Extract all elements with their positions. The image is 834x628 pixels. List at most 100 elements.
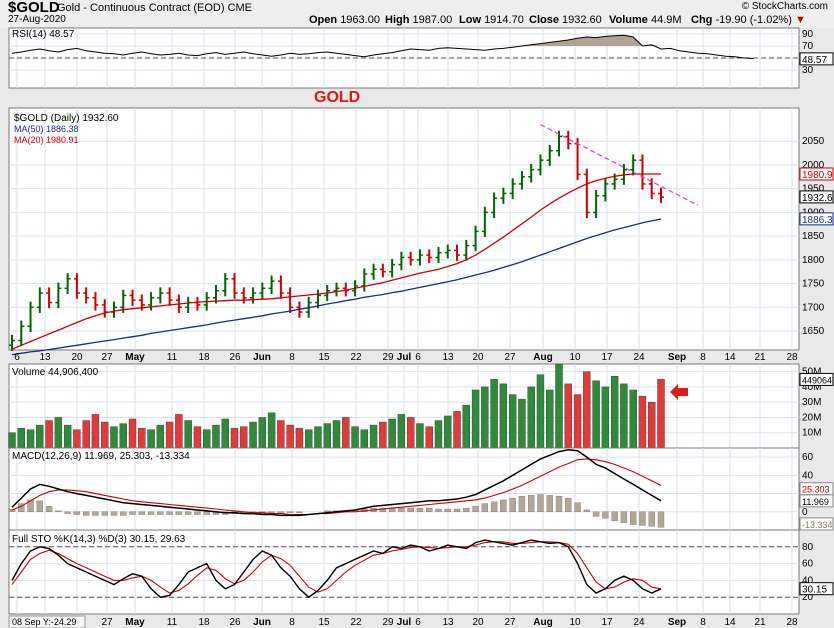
- price-current-box: [799, 212, 834, 226]
- price-axis-tick-label: 1750: [802, 279, 825, 290]
- volume-bar: [555, 363, 563, 449]
- x-tick-label-bottom: 11: [167, 617, 178, 628]
- volume-bar: [110, 426, 118, 449]
- volume-bar: [221, 418, 229, 449]
- volume-bar: [481, 386, 489, 449]
- macd-histogram-bar: [509, 497, 516, 512]
- volume-bar: [518, 398, 526, 449]
- volume-tick-label: 40M: [802, 382, 821, 393]
- volume-bar: [342, 417, 350, 449]
- x-tick-label-bottom: 20: [472, 617, 484, 628]
- macd-histogram-bar: [64, 511, 71, 514]
- macd-axis-tick-label: 40: [802, 470, 814, 481]
- macd-histogram-bar: [110, 511, 118, 516]
- sto-axis-tick-label: 20: [802, 592, 814, 603]
- volume-tick-label: 30M: [802, 397, 821, 408]
- macd-histogram-bar: [203, 511, 210, 515]
- x-tick-label: 26: [229, 352, 241, 363]
- volume-bar: [416, 423, 424, 449]
- price-axis-tick-label: 2000: [802, 160, 825, 171]
- volume-bar: [388, 418, 396, 449]
- x-tick-label: Sep: [668, 352, 686, 363]
- x-tick-label: 24: [633, 352, 645, 363]
- rsi-axis-tick-label: 90: [802, 29, 814, 40]
- ma50-line: [11, 218, 662, 356]
- x-tick-label-bottom: 26: [229, 617, 241, 628]
- macd-histogram-bar: [583, 509, 591, 512]
- x-tick-label: Aug: [533, 352, 552, 363]
- macd-histogram-bar: [175, 511, 183, 515]
- volume-bar: [82, 420, 90, 449]
- macd-axis-tick-label: 0: [802, 507, 808, 518]
- volume-current-box: [799, 372, 834, 386]
- low-stat: Low 1914.70: [459, 14, 524, 26]
- volume-bar: [527, 386, 535, 449]
- macd-title: MACD(12,26,9) 11.969, 25.303, -13.334: [12, 451, 190, 462]
- volume-bar: [26, 429, 35, 449]
- x-tick-label-bottom: 18: [198, 617, 210, 628]
- x-tick-label: 21: [754, 352, 766, 363]
- x-tick-label: 13: [442, 352, 454, 363]
- volume-bar: [101, 421, 109, 449]
- macd-histogram-bar: [324, 510, 331, 512]
- volume-bar: [175, 414, 183, 449]
- x-tick-label: 20: [71, 352, 83, 363]
- macd-histogram-bar: [92, 511, 99, 516]
- x-tick-label-bottom: 8: [700, 617, 706, 628]
- macd-histogram-bar: [648, 511, 655, 527]
- x-tick-label: 10: [569, 352, 581, 363]
- volume-bar: [573, 394, 582, 449]
- volume-title: Volume 44,906,400: [12, 367, 99, 378]
- cursor-readout: 08 Sep Y:-24.29: [12, 617, 76, 627]
- volume-bar: [212, 424, 220, 449]
- macd-histogram-bar: [101, 511, 108, 516]
- x-tick-label-bottom: Jun: [253, 617, 271, 628]
- volume-bar: [17, 427, 25, 449]
- x-tick-label: 20: [472, 352, 484, 363]
- macd-histogram-bar: [565, 497, 572, 512]
- x-tick-label-bottom: 28: [786, 617, 798, 628]
- stochastic-title: Full STO %K(14,3) %D(3) 30.15, 29.63: [12, 534, 186, 545]
- volume-bar: [304, 429, 313, 449]
- x-tick-label: Jun: [253, 352, 271, 363]
- macd-signal-line: [11, 458, 662, 516]
- x-tick-label-bottom: 29: [382, 617, 394, 628]
- volume-bar: [193, 426, 202, 449]
- x-tick-label-bottom: 6: [415, 617, 421, 628]
- volume-bar: [165, 421, 174, 449]
- volume-bar: [601, 386, 610, 449]
- sto-current-box: [799, 582, 834, 596]
- price-axis-tick-label: 2050: [802, 136, 825, 147]
- volume-bar: [128, 418, 137, 449]
- volume-bar: [564, 383, 572, 449]
- volume-bar: [657, 379, 665, 449]
- price-current-value: 1980.9: [802, 170, 833, 181]
- x-tick-label: 13: [39, 352, 51, 363]
- x-tick-label: 6: [14, 352, 20, 363]
- price-axis-tick-label: 1800: [802, 255, 825, 266]
- x-tick-label: 27: [504, 352, 516, 363]
- volume-bar: [360, 429, 369, 449]
- x-tick-label-bottom: 21: [754, 617, 766, 628]
- macd-line: [11, 449, 662, 517]
- sto-axis-tick-label: 40: [802, 575, 814, 586]
- x-tick-label: 14: [724, 352, 736, 363]
- macd-histogram-bar: [157, 511, 164, 515]
- gold-annotation: GOLD: [314, 89, 360, 106]
- macd-histogram-bar: [481, 503, 489, 512]
- ticker-description: Gold - Continuous Contract (EOD) CME: [57, 2, 253, 14]
- volume-bar: [490, 379, 498, 449]
- volume-bar: [138, 427, 146, 449]
- x-tick-label: 29: [382, 352, 394, 363]
- macd-histogram-bar: [184, 511, 192, 515]
- x-tick-label: 18: [198, 352, 210, 363]
- volume-bar: [462, 405, 470, 449]
- cursor-readout-box: [8, 615, 86, 628]
- macd-histogram-bar: [194, 511, 201, 515]
- macd-histogram-bar: [463, 507, 470, 512]
- price-axis-tick-label: 1950: [802, 184, 825, 195]
- macd-histogram-bar: [574, 502, 581, 512]
- volume-bar: [119, 423, 127, 449]
- macd-histogram-bar: [453, 508, 461, 512]
- ma50-legend: MA(50) 1886.38: [14, 124, 79, 134]
